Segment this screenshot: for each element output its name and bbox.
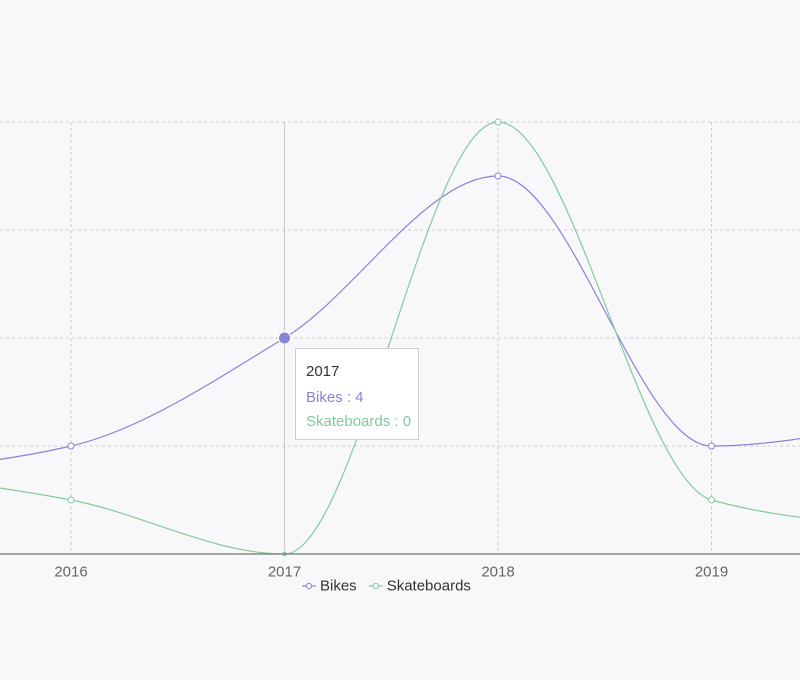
tooltip-title: 2017: [306, 363, 340, 380]
legend-swatch-dot-skateboards: [372, 582, 379, 590]
legend-item-skateboards: Skateboards: [368, 578, 471, 595]
x-axis-ticks: 2016 2017 2018 2019: [54, 564, 728, 581]
x-tick-label-2017: 2017: [268, 564, 301, 581]
data-point-skateboards-2018: [494, 118, 502, 126]
data-point-bikes-2019: [708, 442, 715, 450]
data-point-skateboards-2019: [708, 496, 715, 504]
tooltip-row-skateboards: Skateboards : 0: [306, 413, 412, 430]
legend: Bikes Skateboards: [302, 578, 471, 595]
x-tick-label-2016: 2016: [54, 564, 87, 581]
x-tick-label-2018: 2018: [481, 564, 514, 581]
series-layer: [0, 118, 800, 558]
x-tick-label-2019: 2019: [695, 564, 728, 581]
data-point-bikes-2018: [494, 172, 502, 180]
legend-item-bikes: Bikes: [302, 578, 357, 595]
legend-label-bikes: Bikes: [320, 578, 357, 595]
data-point-skateboards-2016: [67, 496, 75, 504]
grid: [0, 121, 800, 554]
legend-swatch-dot-bikes: [305, 582, 313, 590]
tooltip: 2017 Bikes : 4 Skateboards : 0: [295, 348, 419, 440]
legend-label-skateboards: Skateboards: [387, 578, 471, 595]
tooltip-row-bikes: Bikes : 4: [306, 389, 364, 406]
active-dot-bikes: [278, 331, 291, 345]
data-point-bikes-2016: [67, 442, 75, 450]
